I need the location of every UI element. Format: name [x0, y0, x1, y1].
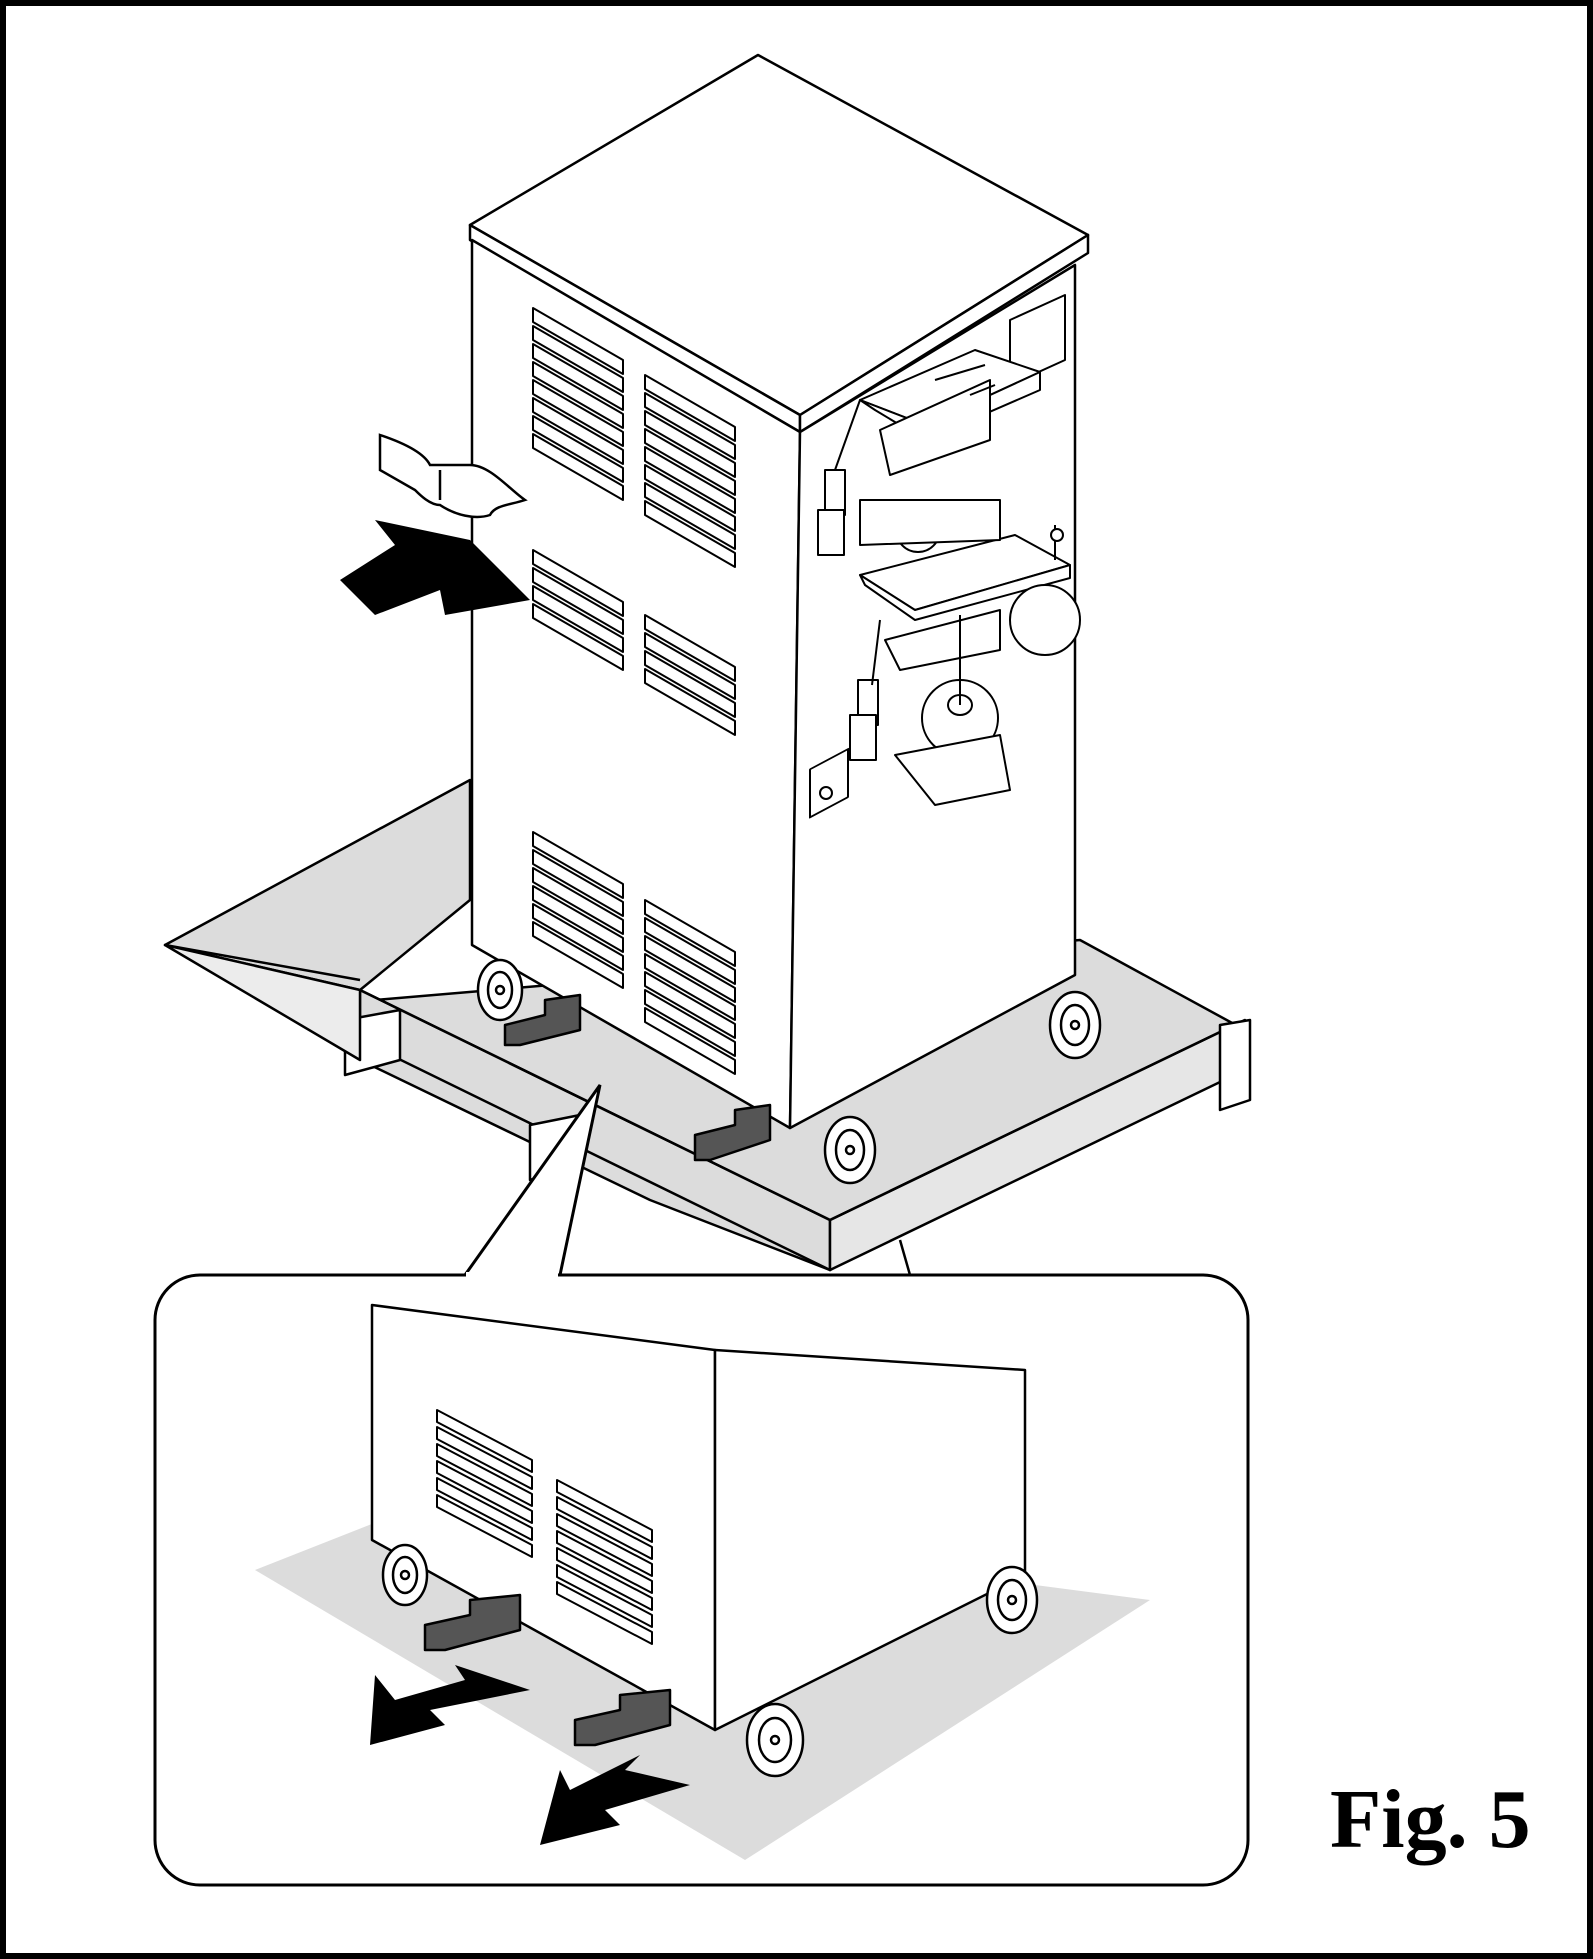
vent-middle-right	[644, 614, 736, 736]
vent-bottom-right	[644, 899, 736, 1075]
louver-vents	[532, 307, 736, 1075]
wheels	[476, 958, 1102, 1185]
dispensing-assembly	[809, 294, 1081, 819]
hand-icon	[378, 433, 528, 519]
vent-bottom-left	[532, 831, 624, 989]
wooden-block-icon	[573, 1688, 672, 1747]
wooden-block-icon	[693, 1103, 772, 1162]
inset-vents	[436, 1409, 653, 1645]
power-switch-icon	[819, 786, 833, 800]
wheel-icon	[381, 1543, 429, 1607]
wheel-icon	[1048, 990, 1102, 1060]
direction-arrow-icon	[540, 1755, 690, 1845]
switch-plate	[809, 747, 849, 819]
wheel-icon	[823, 1115, 877, 1185]
wooden-block-icon	[503, 993, 582, 1047]
ramp	[163, 778, 472, 1062]
direction-arrow-icon	[340, 520, 530, 615]
wooden-blocks	[503, 993, 772, 1162]
wheel-icon	[745, 1702, 805, 1778]
figure-caption: Fig. 5	[1330, 1773, 1531, 1866]
detail-inset	[153, 1272, 1250, 1887]
wheel-icon	[476, 958, 524, 1022]
main-scene	[163, 53, 1252, 1291]
direction-arrow-icon	[370, 1665, 530, 1745]
vent-middle-left	[532, 549, 624, 671]
vent-top-right	[644, 374, 736, 568]
wooden-block-icon	[423, 1593, 522, 1652]
wheel-icon	[985, 1565, 1039, 1635]
vent-top-left	[532, 307, 624, 501]
